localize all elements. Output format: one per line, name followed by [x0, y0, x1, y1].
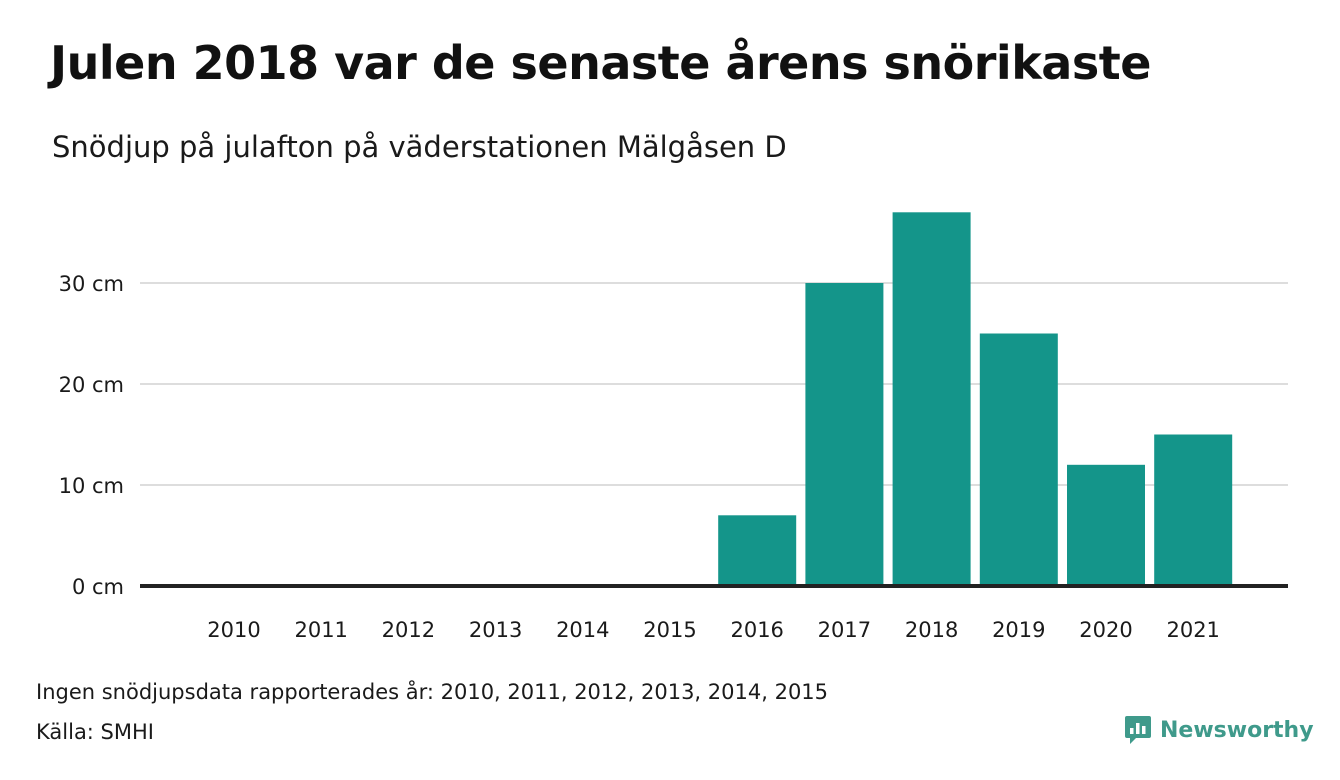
x-tick-label: 2020 [1079, 618, 1132, 642]
newsworthy-logo-icon [1125, 716, 1151, 744]
chart-subtitle: Snödjup på julafton på väderstationen Mä… [52, 130, 787, 164]
y-tick-label: 20 cm [59, 373, 124, 397]
bar-2021 [1154, 434, 1233, 586]
bar-2019 [979, 333, 1058, 586]
y-tick-label: 30 cm [59, 272, 124, 296]
bar-chart: 0 cm 10 cm 20 cm 30 cm 2010 2011 2012 2013 2014… [59, 212, 1288, 642]
x-tick-label: 2010 [207, 618, 260, 642]
y-tick-label: 10 cm [59, 474, 124, 498]
x-tick-label: 2019 [992, 618, 1045, 642]
x-tick-label: 2015 [643, 618, 696, 642]
y-tick-label: 0 cm [72, 575, 124, 599]
y-axis-ticks: 0 cm 10 cm 20 cm 30 cm [59, 272, 124, 599]
x-axis-ticks: 2010 2011 2012 2013 2014 2015 2016 2017 2018 2019… [207, 618, 1220, 642]
x-tick-label: 2021 [1166, 618, 1219, 642]
x-tick-label: 2014 [556, 618, 609, 642]
bar-2016 [718, 515, 797, 586]
bar-2018 [892, 212, 971, 587]
x-tick-label: 2017 [818, 618, 871, 642]
bars [718, 212, 1233, 587]
missing-data-note: Ingen snödjupsdata rapporterades år: 201… [36, 680, 829, 704]
bar-2017 [805, 283, 884, 586]
brand-name: Newsworthy [1160, 717, 1314, 743]
x-tick-label: 2013 [469, 618, 522, 642]
chart-title: Julen 2018 var de senaste årens snörikas… [50, 36, 1151, 90]
x-tick-label: 2016 [730, 618, 783, 642]
source-label: Källa: SMHI [36, 720, 154, 744]
x-tick-label: 2011 [294, 618, 347, 642]
grid-lines [140, 282, 1288, 486]
bar-2020 [1067, 464, 1145, 586]
x-tick-label: 2018 [905, 618, 958, 642]
x-tick-label: 2012 [382, 618, 435, 642]
brand-logo: Newsworthy [1124, 714, 1314, 746]
